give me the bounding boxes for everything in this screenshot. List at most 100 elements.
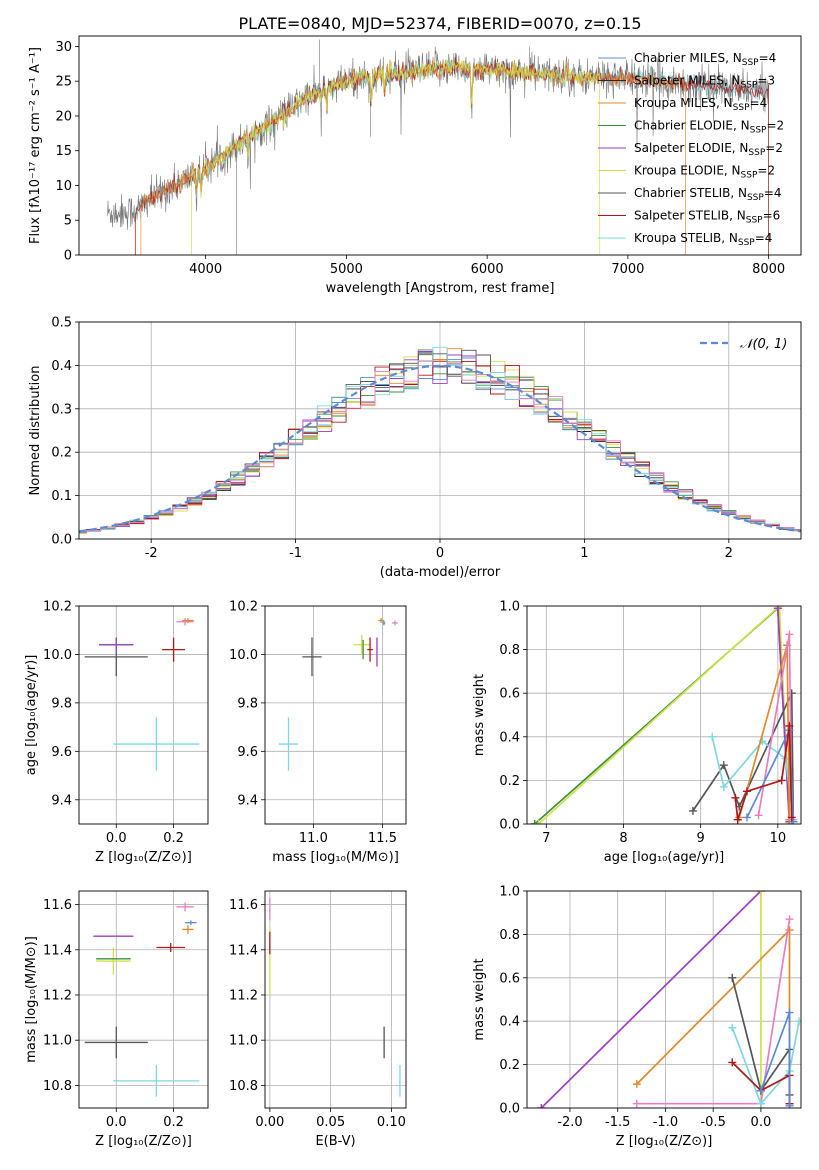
x-axis-label: Z [log₁₀(Z/Z⊙)]	[95, 850, 192, 865]
y-tick-label: 1.0	[499, 885, 520, 900]
x-tick-label: -1.0	[653, 1115, 678, 1130]
panel-2: -2 -1 0 1 2 0.0 0.1 0.2 0.3 0.4 0.5 (data-model)/er…	[28, 316, 802, 580]
weight-marker	[632, 1080, 641, 1089]
x-tick-label: 0.0	[106, 831, 127, 846]
plot-area	[106, 39, 769, 255]
x-axis-label: age [log₁₀(age/yr)]	[604, 850, 725, 865]
legend-text: Chabrier STELIB, N	[634, 186, 747, 200]
weight-marker	[733, 815, 742, 824]
y-tick-label: 11.6	[43, 898, 72, 913]
y-axis-label: mass weight	[472, 958, 487, 1040]
axes-frame: 4000 5000 6000 7000 8000 0 5 10 15 20 25 30 waveleng…	[28, 35, 802, 296]
x-tick-label: 0.2	[163, 831, 184, 846]
y-tick-label: 0.6	[499, 687, 520, 702]
y-axis-label: Normed distribution	[28, 366, 43, 496]
y-tick-label: 11.4	[229, 943, 258, 958]
y-tick-label: 9.4	[51, 793, 72, 808]
legend-label: Kroupa ELODIE, NSSP=2	[634, 164, 775, 181]
weight-marker	[708, 732, 717, 741]
x-axis-label: mass [log₁₀(M/M⊙)]	[272, 850, 399, 865]
y-tick-label: 11.6	[229, 898, 258, 913]
errorbar-point	[378, 618, 384, 623]
x-tick-label: 2	[725, 546, 733, 561]
legend-subscript: SSP	[741, 171, 758, 181]
legend-text: Salpeter ELODIE, N	[634, 141, 748, 155]
weight-marker	[728, 973, 737, 982]
y-tick-label: 0.0	[499, 818, 520, 833]
axes-box	[78, 321, 802, 540]
errorbar-point	[176, 618, 194, 626]
legend-value: =4	[755, 231, 773, 245]
y-tick-label: 10.8	[43, 1079, 72, 1094]
errorbar-point	[353, 635, 371, 655]
x-tick-label: 9	[697, 831, 705, 846]
weight-marker	[728, 1058, 737, 1067]
axes-box	[264, 890, 407, 1109]
y-tick-label: 0.8	[499, 928, 520, 943]
axes-box	[526, 890, 802, 1109]
y-tick-label: 11.2	[229, 988, 258, 1003]
x-tick-label: 7	[542, 831, 550, 846]
y-tick-label: 10.2	[43, 600, 72, 615]
errorbar-point	[185, 920, 197, 925]
axes-frame: -2 -1 0 1 2 0.0 0.1 0.2 0.3 0.4 0.5 (data-model)/er…	[28, 316, 802, 580]
figure-title: PLATE=0840, MJD=52374, FIBERID=0070, z=0…	[238, 14, 641, 33]
y-tick-label: 1.0	[499, 600, 520, 615]
legend-value: =2	[765, 141, 783, 155]
y-tick-label: 0.5	[51, 316, 72, 331]
residual-histogram	[79, 349, 801, 533]
legend-subscript: SSP	[750, 126, 767, 136]
legend-text: Salpeter STELIB, N	[634, 209, 746, 223]
legend: 𝒩(0, 1)	[700, 337, 787, 352]
errorbar-point	[382, 620, 386, 626]
grid	[79, 891, 208, 1108]
y-tick-label: 10.0	[229, 648, 258, 663]
panel-7: 0.00 0.05 0.10 10.8 11.0 11.2 11.4 11.6 E(B-V)	[229, 890, 407, 1149]
panel-1: 4000 5000 6000 7000 8000 0 5 10 15 20 25 30 waveleng…	[28, 35, 802, 296]
axes-frame: 0.0 0.2 10.8 11.0 11.2 11.4 11.6 Z [log₁₀(Z/Z⊙)…	[24, 890, 209, 1149]
legend-label: Kroupa MILES, NSSP=4	[634, 96, 767, 113]
y-tick-label: 0.0	[499, 1102, 520, 1117]
grid	[265, 891, 406, 1108]
weight-marker	[742, 813, 751, 822]
legend-label: Chabrier MILES, NSSP=4	[634, 51, 776, 68]
legend-subscript: SSP	[741, 81, 758, 91]
errorbar-point	[278, 717, 299, 771]
weight-marker	[530, 820, 539, 824]
legend-subscript: SSP	[746, 216, 763, 226]
legend-value: =4	[759, 51, 777, 65]
weight-marker	[632, 1099, 641, 1108]
x-tick-label: 0.0	[751, 1115, 772, 1130]
weight-marker	[756, 1099, 765, 1108]
weight-marker	[785, 630, 794, 639]
y-tick-label: 9.8	[51, 696, 72, 711]
weight-marker	[785, 1008, 794, 1017]
y-tick-label: 9.4	[237, 793, 258, 808]
weight-marker	[742, 787, 751, 796]
x-axis-label: (data-model)/error	[380, 565, 501, 580]
weight-marker	[756, 1086, 765, 1095]
axes-frame: 0.00 0.05 0.10 10.8 11.0 11.2 11.4 11.6 E(B-V)	[229, 890, 407, 1149]
x-tick-label: 0.00	[255, 1115, 284, 1130]
plot-area	[278, 618, 398, 771]
weight-marker	[785, 721, 794, 730]
x-tick-label: 6000	[471, 262, 504, 277]
x-tick-label: 11.0	[299, 831, 328, 846]
axes-frame: 7 8 9 10 0.0 0.2 0.4 0.6 0.8 1.0 age [log₁₀(age/yr…	[472, 600, 802, 865]
errorbar-point	[392, 620, 398, 626]
x-tick-label: 0.0	[106, 1115, 127, 1130]
plot-area	[84, 618, 200, 771]
legend-text: Salpeter MILES, N	[634, 74, 741, 88]
plot-area	[537, 891, 801, 1108]
y-axis-label: age [log₁₀(age/yr)]	[24, 655, 39, 776]
x-tick-label: -2.0	[557, 1115, 582, 1130]
legend-label: Kroupa STELIB, NSSP=4	[634, 231, 772, 248]
weight-marker	[795, 1017, 801, 1026]
y-tick-label: 11.2	[43, 988, 72, 1003]
x-tick-label: -1	[289, 546, 302, 561]
x-tick-label: 0.2	[163, 1115, 184, 1130]
y-tick-label: 5	[64, 214, 72, 229]
x-axis-label: Z [log₁₀(Z/Z⊙)]	[616, 1134, 713, 1149]
weight-marker	[719, 761, 728, 770]
legend-value: =4	[764, 186, 782, 200]
